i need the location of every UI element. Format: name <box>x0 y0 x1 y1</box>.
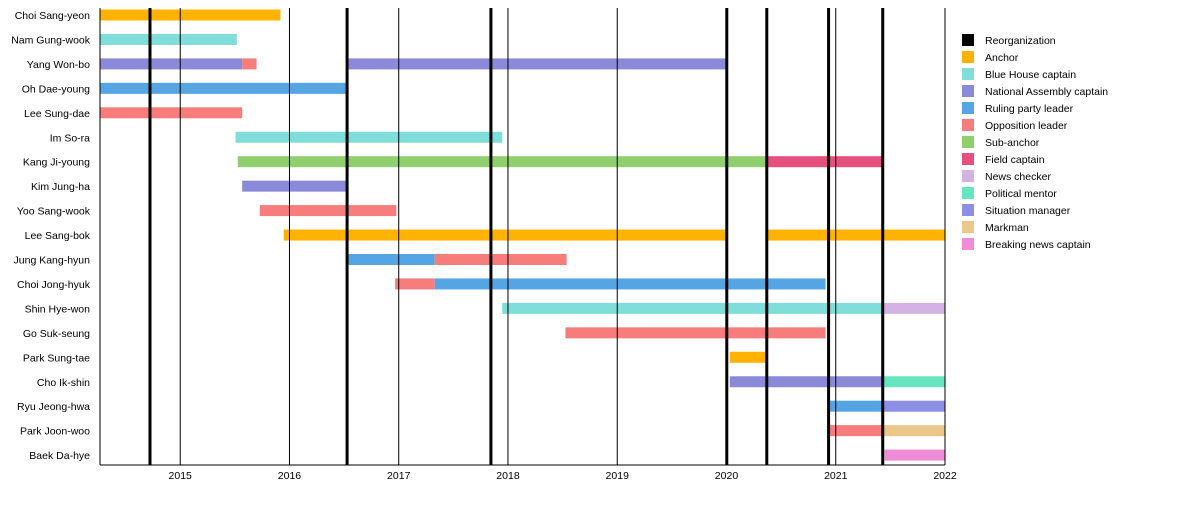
legend-label: Reorganization <box>985 35 1056 47</box>
legend-swatch <box>962 153 974 165</box>
bar-situation-manager <box>882 400 945 412</box>
legend-label: Markman <box>985 222 1029 234</box>
x-tick-label: 2017 <box>387 470 411 482</box>
bar-political-mentor <box>882 376 945 388</box>
bar-national-assembly-captain <box>729 376 883 388</box>
legend-swatch <box>962 221 974 233</box>
x-tick-label: 2016 <box>278 470 302 482</box>
legend-swatch <box>962 238 974 250</box>
bar-anchor <box>729 351 766 363</box>
bar-national-assembly-captain <box>100 58 243 70</box>
legend-label: Blue House captain <box>985 69 1076 81</box>
legend-label: Ruling party leader <box>985 103 1074 115</box>
row-label: Ryu Jeong-hwa <box>17 401 90 413</box>
bar-opposition-leader <box>434 254 567 265</box>
bar-anchor <box>100 9 281 21</box>
legend-label: Anchor <box>985 52 1019 64</box>
bar-markman <box>882 425 945 437</box>
row-label: Park Joon-woo <box>20 426 90 438</box>
row-label: Choi Sang-yeon <box>15 10 90 22</box>
bar-national-assembly-captain <box>347 58 727 70</box>
x-tick-label: 2015 <box>169 470 193 482</box>
bar-anchor <box>766 229 945 241</box>
bar-ruling-party-leader <box>347 254 435 265</box>
x-tick-label: 2018 <box>496 470 520 482</box>
legend-swatch <box>962 85 974 97</box>
bar-blue-house-captain <box>235 131 503 143</box>
row-label: Oh Dae-young <box>22 83 90 95</box>
row-label: Kim Jung-ha <box>31 181 90 193</box>
legend-swatch <box>962 187 974 199</box>
row-label: Go Suk-seung <box>23 328 90 340</box>
bar-sub-anchor <box>237 156 767 168</box>
bar-opposition-leader <box>259 205 397 217</box>
bar-opposition-leader <box>565 327 826 339</box>
row-label: Cho Ik-shin <box>37 377 90 389</box>
bar-ruling-party-leader <box>100 82 348 94</box>
legend-label: Situation manager <box>985 205 1071 217</box>
legend-swatch <box>962 102 974 114</box>
legend-label: Opposition leader <box>985 120 1068 132</box>
x-tick-label: 2019 <box>606 470 630 482</box>
legend-label: Field captain <box>985 154 1045 166</box>
bar-field-captain <box>766 156 883 168</box>
row-label: Choi Jong-hyuk <box>17 279 91 291</box>
bar-blue-house-captain <box>100 33 237 45</box>
row-label: Jung Kang-hyun <box>14 255 91 267</box>
bar-ruling-party-leader <box>828 400 883 412</box>
legend-swatch <box>962 204 974 216</box>
row-label: Baek Da-hye <box>29 450 90 462</box>
legend-swatch <box>962 119 974 131</box>
bar-opposition-leader <box>100 107 243 119</box>
bar-anchor <box>283 229 727 241</box>
legend-label: National Assembly captain <box>985 86 1108 98</box>
bar-opposition-leader <box>828 425 883 437</box>
x-tick-label: 2021 <box>824 470 848 482</box>
bar-national-assembly-captain <box>242 180 348 192</box>
x-tick-label: 2020 <box>715 470 739 482</box>
row-label: Shin Hye-won <box>25 303 91 315</box>
bar-breaking-news-captain <box>884 449 945 461</box>
legend-swatch <box>962 170 974 182</box>
legend-label: Breaking news captain <box>985 239 1091 251</box>
row-label: Im So-ra <box>50 132 90 144</box>
row-label: Nam Gung-wook <box>11 34 91 46</box>
row-label: Lee Sung-dae <box>24 108 90 120</box>
legend-swatch <box>962 51 974 63</box>
row-label: Lee Sang-bok <box>25 230 91 242</box>
legend-label: Sub-anchor <box>985 137 1040 149</box>
legend-label: News checker <box>985 171 1051 183</box>
legend-label: Political mentor <box>985 188 1057 200</box>
bar-ruling-party-leader <box>434 278 826 290</box>
row-label: Park Sung-tae <box>23 352 90 364</box>
row-label: Yang Won-bo <box>27 59 90 71</box>
bar-news-checker <box>882 302 945 314</box>
bar-opposition-leader <box>242 58 257 70</box>
row-label: Kang Ji-young <box>23 157 90 169</box>
x-tick-label: 2022 <box>933 470 957 482</box>
legend-swatch <box>962 136 974 148</box>
legend-swatch <box>962 68 974 80</box>
legend-swatch <box>962 34 974 46</box>
bar-opposition-leader <box>395 278 435 290</box>
bar-blue-house-captain <box>502 302 883 314</box>
row-label: Yoo Sang-wook <box>17 206 91 218</box>
